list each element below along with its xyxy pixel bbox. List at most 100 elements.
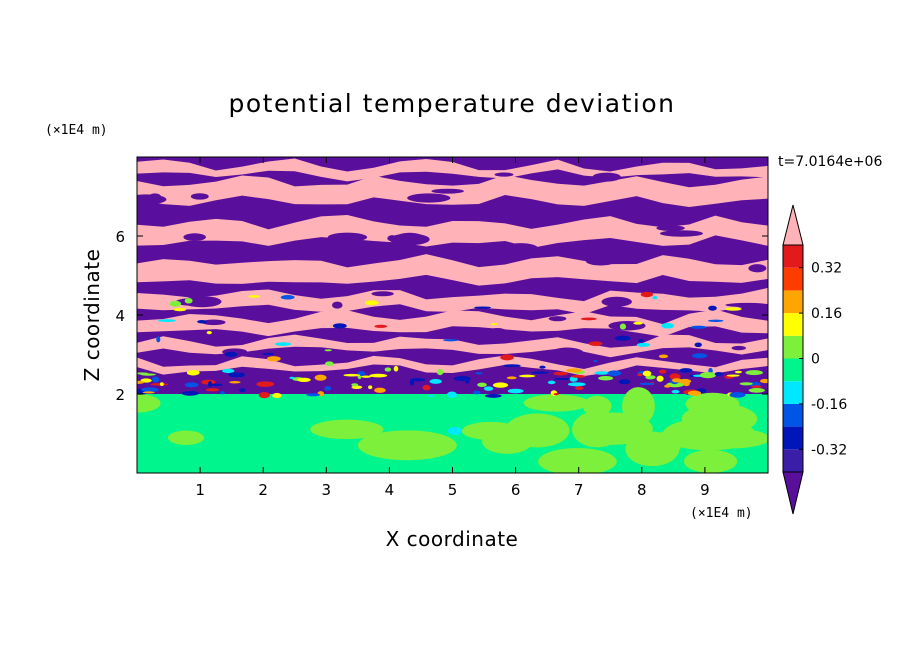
band-break <box>601 296 632 307</box>
colorbar-segment <box>783 381 803 404</box>
mixing-speck <box>553 371 568 376</box>
mixing-speck <box>197 320 208 324</box>
mixing-speck <box>636 342 651 347</box>
mixing-speck <box>465 379 470 384</box>
mixing-speck <box>262 352 275 356</box>
mixing-speck <box>618 379 631 385</box>
mixing-speck <box>140 373 156 376</box>
x-tick-label: 3 <box>322 481 332 499</box>
mixing-speck <box>575 386 584 390</box>
mixing-speck <box>588 341 603 346</box>
band-break <box>731 345 747 351</box>
lower-patch <box>685 392 740 416</box>
mixing-speck <box>374 324 388 328</box>
mixing-speck <box>140 378 152 383</box>
mixing-speck <box>671 389 680 394</box>
mixing-speck <box>256 381 275 387</box>
lower-patch <box>310 419 384 440</box>
lower-patch <box>683 449 738 473</box>
mixing-speck <box>475 372 483 375</box>
mixing-speck <box>638 339 644 343</box>
colorbar-segment <box>783 358 803 382</box>
mixing-speck <box>760 378 768 384</box>
colorbar-segment <box>783 267 803 291</box>
colorbar-tick-label: -0.32 <box>811 442 847 458</box>
y-unit-label: (×1E4 m) <box>45 123 108 138</box>
colorbar: 0.32 0.16 0 -0.16 -0.32 <box>782 204 847 515</box>
mixing-speck <box>156 336 161 343</box>
colorbar-segment <box>783 403 803 427</box>
mixing-speck <box>207 381 213 388</box>
mixing-speck <box>748 388 765 393</box>
mixing-speck <box>205 388 220 392</box>
mixing-speck <box>266 356 281 362</box>
lower-patch <box>482 429 533 454</box>
mixing-speck <box>369 373 388 378</box>
band-break <box>489 328 506 333</box>
mixing-speck <box>633 321 643 325</box>
mixing-speck <box>619 323 627 330</box>
upper-band <box>137 309 768 337</box>
time-label: t=7.0164e+06 <box>778 154 882 170</box>
upper-band <box>137 215 768 249</box>
mixing-speck <box>518 374 536 378</box>
chart-title: potential temperature deviation <box>229 89 676 118</box>
band-break <box>725 302 768 308</box>
mixing-speck <box>699 372 717 379</box>
mixing-speck <box>707 319 724 322</box>
mixing-speck <box>142 391 155 394</box>
mixing-speck <box>443 339 459 342</box>
colorbar-tick-label: -0.16 <box>811 397 847 413</box>
mixing-speck <box>206 331 212 335</box>
band-break <box>389 233 430 246</box>
x-tick-label: 5 <box>448 481 458 499</box>
mixing-speck <box>500 354 514 361</box>
mixing-speck <box>477 382 487 388</box>
mixing-speck <box>181 390 199 396</box>
band-break <box>522 248 547 253</box>
y-tick-label: 6 <box>115 228 125 246</box>
mixing-speck <box>343 373 361 377</box>
mixing-speck <box>658 369 667 374</box>
mixing-speck <box>351 383 359 387</box>
mixing-speck <box>275 342 292 346</box>
mixing-speck <box>384 367 392 372</box>
band-break <box>201 319 226 326</box>
mixing-speck <box>306 393 321 397</box>
lower-patch <box>448 427 462 435</box>
mixing-speck <box>137 380 145 384</box>
lower-patch <box>523 394 589 412</box>
mixing-speck <box>687 390 702 396</box>
mixing-speck <box>569 376 578 382</box>
mixing-speck <box>593 359 598 363</box>
mixing-speck <box>645 375 656 380</box>
lower-patch <box>582 395 612 417</box>
mixing-speck <box>554 377 571 381</box>
mixing-speck <box>567 382 586 387</box>
y-tick-label: 4 <box>115 307 125 325</box>
band-break <box>659 230 704 237</box>
band-break <box>137 194 167 205</box>
x-tick-label: 2 <box>258 481 268 499</box>
lower-patch <box>689 428 768 449</box>
y-axis-label: Z coordinate <box>80 249 104 382</box>
mixing-speck <box>446 391 458 398</box>
mixing-speck <box>598 375 614 381</box>
mixing-speck <box>157 319 176 323</box>
mixing-speck <box>280 295 295 300</box>
mixing-speck <box>580 317 597 321</box>
mixing-speck <box>539 365 546 369</box>
mixing-speck <box>436 368 444 376</box>
mixing-speck <box>169 300 182 307</box>
mixing-speck <box>661 322 675 329</box>
mixing-speck <box>364 300 379 306</box>
upper-band <box>137 254 768 286</box>
mixing-speck <box>272 393 282 399</box>
upper-band <box>137 287 768 315</box>
lower-patch <box>366 433 420 459</box>
mixing-speck <box>238 388 246 393</box>
mixing-speck <box>531 371 549 374</box>
mixing-speck <box>473 390 481 395</box>
mixing-speck <box>614 335 631 341</box>
mixing-speck <box>297 377 311 382</box>
